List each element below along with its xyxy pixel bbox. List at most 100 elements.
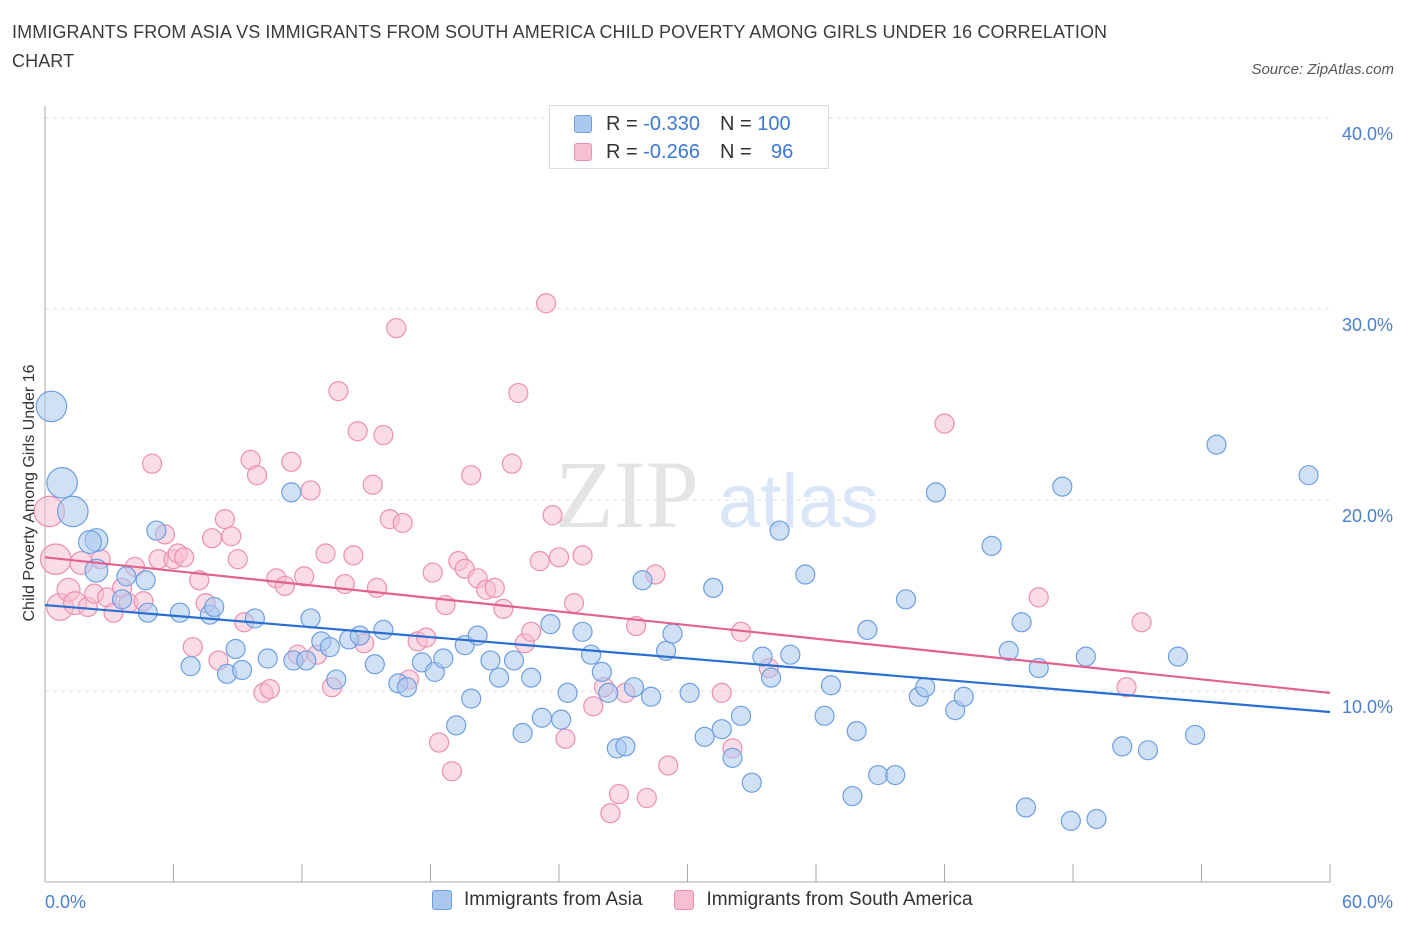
legend-swatch-sa-bottom bbox=[674, 890, 695, 910]
chart-title: IMMIGRANTS FROM ASIA VS IMMIGRANTS FROM … bbox=[12, 22, 1108, 71]
asia-point-52 bbox=[598, 682, 619, 704]
asia-point-63 bbox=[711, 719, 732, 740]
asia-point-7 bbox=[146, 520, 167, 541]
south-america-point-92 bbox=[934, 413, 955, 434]
asia-point-71 bbox=[795, 564, 816, 585]
south-america-point-93 bbox=[1028, 587, 1049, 608]
south-america-point-72 bbox=[529, 551, 550, 572]
south-america-point-27 bbox=[221, 526, 242, 547]
asia-point-65 bbox=[730, 705, 752, 726]
trend-lines bbox=[44, 556, 1331, 714]
south-america-point-48 bbox=[362, 474, 383, 495]
asia-point-48 bbox=[557, 682, 578, 704]
asia-point-68 bbox=[760, 667, 782, 688]
asia-point-25 bbox=[319, 636, 340, 658]
south-america-point-81 bbox=[600, 803, 621, 824]
asia-point-81 bbox=[915, 677, 936, 698]
south-america-point-43 bbox=[328, 381, 349, 402]
asia-point-5 bbox=[77, 530, 102, 555]
asia-point-62 bbox=[703, 577, 724, 598]
asia-point-93 bbox=[1086, 808, 1107, 830]
y-tick-label-3: 40.0% bbox=[1342, 124, 1393, 144]
south-america-point-78 bbox=[572, 545, 593, 566]
asia-point-9 bbox=[135, 570, 156, 591]
asia-point-26 bbox=[326, 669, 347, 690]
asia-point-70 bbox=[780, 644, 801, 665]
watermark: ZIP atlas bbox=[555, 441, 879, 548]
south-america-point-41 bbox=[315, 543, 336, 564]
asia-point-51 bbox=[591, 661, 612, 683]
south-america-point-95 bbox=[1131, 612, 1152, 633]
asia-point-60 bbox=[679, 682, 700, 704]
south-america-point-35 bbox=[274, 575, 295, 597]
south-america-point-36 bbox=[281, 451, 302, 472]
tick-labels: 10.0% 20.0% 30.0% 40.0% 0.0% 60.0% bbox=[45, 124, 1393, 912]
asia-point-78 bbox=[885, 764, 906, 786]
legend-item-south-america[interactable]: Immigrants from South America bbox=[674, 889, 973, 911]
asia-point-1 bbox=[46, 467, 78, 499]
south-america-point-21 bbox=[182, 636, 203, 658]
asia-point-18 bbox=[244, 608, 265, 629]
south-america-point-74 bbox=[542, 505, 563, 526]
asia-point-17 bbox=[231, 659, 253, 681]
asia-point-90 bbox=[1052, 476, 1073, 497]
south-america-point-63 bbox=[461, 465, 482, 486]
asia-point-96 bbox=[1167, 646, 1189, 667]
south-america-point-38 bbox=[294, 566, 315, 587]
asia-point-38 bbox=[461, 688, 482, 709]
asia-point-49 bbox=[572, 621, 593, 642]
legend-n-value-asia: 100 bbox=[757, 112, 791, 135]
asia-point-64 bbox=[722, 747, 743, 768]
legend-n-label-asia: N = bbox=[719, 112, 752, 135]
asia-point-35 bbox=[433, 648, 454, 669]
asia-point-91 bbox=[1060, 810, 1081, 831]
legend-row-asia: R = -0.330 N = 100 bbox=[574, 111, 791, 137]
legend-label-south-america: Immigrants from South America bbox=[706, 889, 973, 910]
south-america-point-85 bbox=[636, 787, 657, 809]
south-america-point-88 bbox=[711, 682, 732, 704]
legend-r-label-sa: R = bbox=[606, 140, 638, 163]
south-america-point-77 bbox=[563, 593, 585, 614]
south-america-point-87 bbox=[658, 755, 679, 776]
south-america-point-60 bbox=[441, 761, 463, 782]
asia-point-86 bbox=[998, 640, 1019, 661]
south-america-point-46 bbox=[347, 421, 368, 442]
legend-swatch-asia-bottom bbox=[432, 890, 452, 910]
asia-point-22 bbox=[296, 650, 317, 671]
south-america-point-53 bbox=[392, 512, 413, 534]
asia-point-0 bbox=[35, 390, 68, 423]
asia-point-74 bbox=[842, 785, 863, 807]
asia-point-46 bbox=[540, 614, 561, 635]
south-america-point-58 bbox=[428, 732, 450, 753]
asia-point-66 bbox=[741, 772, 762, 793]
x-tick-label-1: 60.0% bbox=[1342, 892, 1393, 912]
asia-point-94 bbox=[1112, 736, 1133, 757]
legend-n-label-sa: N = bbox=[719, 140, 752, 163]
south-america-point-20 bbox=[174, 547, 195, 568]
south-america-point-75 bbox=[548, 547, 570, 568]
south-america-point-57 bbox=[422, 562, 443, 583]
asia-point-61 bbox=[694, 726, 715, 747]
south-america-point-33 bbox=[259, 678, 280, 700]
asia-point-45 bbox=[531, 707, 552, 728]
legend-r-value-sa: -0.266 bbox=[643, 140, 700, 163]
asia-point-43 bbox=[512, 722, 533, 744]
legend-item-asia[interactable]: Immigrants from Asia bbox=[432, 889, 642, 911]
series-asia bbox=[35, 390, 1319, 831]
y-axis-title: Child Poverty Among Girls Under 16 bbox=[21, 364, 38, 621]
south-america-point-45 bbox=[343, 545, 364, 566]
axes bbox=[44, 106, 1331, 883]
asia-point-54 bbox=[615, 736, 636, 757]
asia-point-30 bbox=[373, 619, 394, 640]
asia-point-73 bbox=[820, 675, 842, 696]
asia-point-85 bbox=[981, 535, 1002, 556]
asia-point-23 bbox=[300, 608, 321, 629]
asia-point-19 bbox=[257, 648, 278, 669]
asia-point-41 bbox=[488, 667, 510, 688]
south-america-point-52 bbox=[386, 318, 407, 339]
asia-point-56 bbox=[632, 570, 653, 591]
legend-r-label-asia: R = bbox=[606, 112, 638, 135]
south-america-point-50 bbox=[373, 424, 394, 446]
south-america-point-15 bbox=[141, 453, 163, 474]
